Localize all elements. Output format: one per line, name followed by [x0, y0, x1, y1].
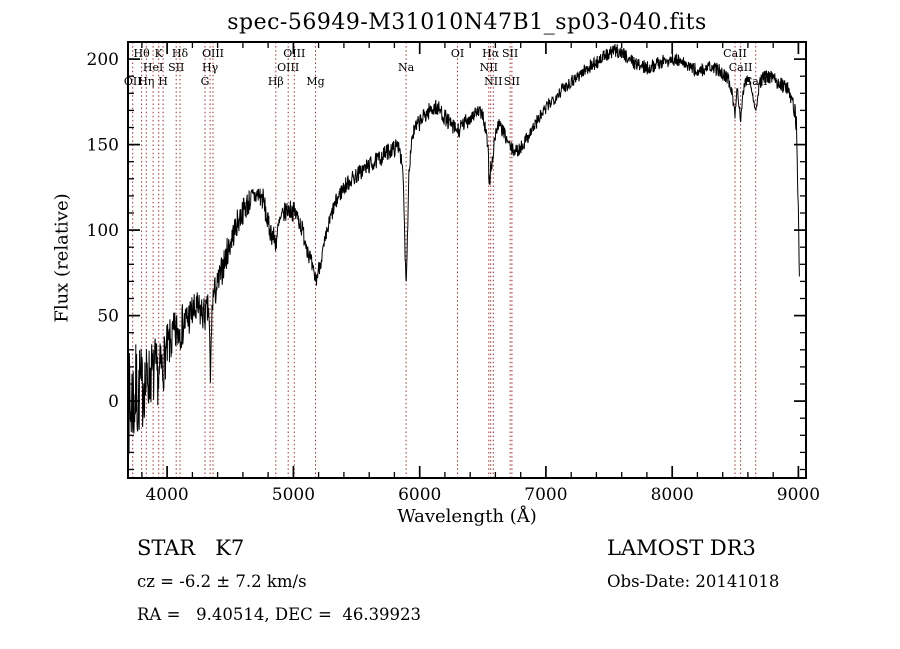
y-tick-label: 150: [87, 136, 119, 156]
y-tick-label: 200: [87, 50, 119, 70]
y-tick-label: 0: [108, 392, 119, 412]
ra-dec-label: RA = 9.40514, DEC = 46.39923: [137, 605, 422, 624]
x-tick-label: 5000: [272, 485, 315, 505]
y-tick-label: 100: [87, 221, 119, 241]
spectral-line-label: Hα: [482, 47, 500, 60]
x-tick-label: 4000: [145, 485, 188, 505]
spectral-line-label: OIII: [202, 47, 224, 60]
y-tick-label: 50: [97, 307, 119, 327]
spectral-line-label: OIII: [277, 61, 299, 74]
spectral-line-label: Hβ: [268, 75, 284, 88]
spectral-line-label: Hγ: [202, 61, 219, 74]
object-class-label: STAR K7: [137, 536, 245, 560]
plot-title: spec-56949-M31010N47B1_sp03-040.fits: [227, 10, 707, 35]
spectral-line-label: CaII: [744, 75, 768, 88]
spectrum-trace: [128, 43, 800, 455]
spectral-line-label: G: [201, 75, 210, 88]
x-tick-label: 6000: [398, 485, 441, 505]
spectral-line-label: K: [155, 47, 164, 60]
spectral-line-label: CaII: [723, 47, 747, 60]
spectral-line-label: HeI: [143, 61, 163, 74]
x-tick-label: 9000: [777, 485, 820, 505]
spectral-line-label: SII: [168, 61, 184, 74]
spectral-line-label: CaII: [729, 61, 753, 74]
spectral-line-label: Mg: [306, 75, 324, 88]
survey-release-label: LAMOST DR3: [607, 536, 756, 560]
cz-velocity-label: cz = -6.2 ± 7.2 km/s: [137, 572, 307, 591]
spectral-line-label: OI: [451, 47, 464, 60]
obs-date-label: Obs-Date: 20141018: [607, 572, 780, 591]
spectral-line-label: H: [158, 75, 168, 88]
spectral-line-label: Na: [398, 61, 415, 74]
spectral-line-label: SII: [502, 47, 518, 60]
x-tick-label: 7000: [524, 485, 567, 505]
spectral-line-label: NII: [480, 61, 498, 74]
x-tick-label: 8000: [651, 485, 694, 505]
spectral-line-label: Hη: [138, 75, 154, 88]
spectral-line-label: Hδ: [172, 47, 189, 60]
spectral-line-label: NII: [484, 75, 502, 88]
spectral-line-label: Hθ: [133, 47, 150, 60]
spectral-line-label: SII: [504, 75, 520, 88]
spectral-line-label: OII: [124, 75, 142, 88]
x-axis-label: Wavelength (Å): [397, 506, 537, 527]
spectral-line-label: OIII: [283, 47, 305, 60]
y-axis-label: Flux (relative): [51, 193, 73, 323]
plot-frame: [127, 41, 807, 479]
